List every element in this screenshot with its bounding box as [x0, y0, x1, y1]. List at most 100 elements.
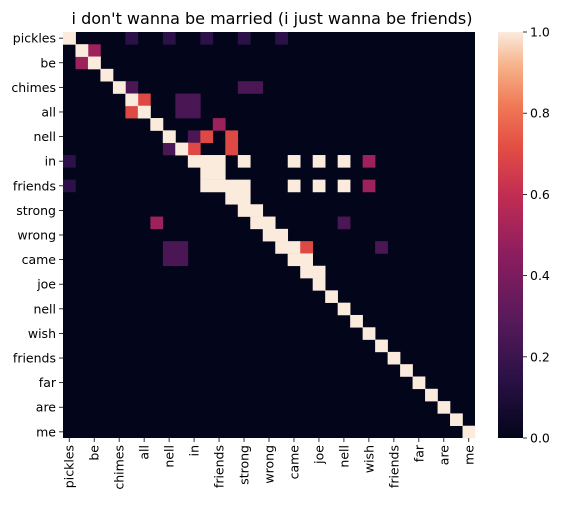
- x-tick-label: joe: [311, 445, 326, 465]
- colorbar: 0.0 0.2 0.4 0.6 0.8 1.0: [498, 25, 550, 446]
- heatmap-cell: [312, 155, 326, 168]
- heatmap-cell: [275, 32, 289, 45]
- heatmap-cell: [200, 32, 214, 45]
- heatmap-cell: [125, 32, 139, 45]
- x-tick-label: pickles: [62, 445, 77, 488]
- y-tick-label: nell: [33, 129, 56, 144]
- heatmap-cell: [250, 216, 264, 230]
- colorbar-tick-label: 1.0: [530, 25, 550, 40]
- heatmap-cell: [300, 241, 313, 254]
- heatmap-cell: [237, 81, 251, 94]
- x-tick-label: chimes: [112, 445, 127, 490]
- heatmap-cell: [200, 155, 214, 168]
- heatmap-cell: [87, 44, 101, 57]
- heatmap-cell: [125, 93, 139, 107]
- heatmap-cell: [212, 155, 226, 168]
- heatmap-cell: [362, 327, 376, 340]
- colorbar-tick-label: 0.8: [530, 106, 550, 121]
- colorbar-tick-label: 0.6: [530, 187, 550, 202]
- heatmap-cell: [237, 155, 251, 168]
- heatmap-cell: [300, 265, 313, 279]
- heatmap-cell: [137, 105, 151, 119]
- y-tick-label: nell: [33, 301, 56, 316]
- x-tick-label: wrong: [262, 445, 277, 484]
- y-tick-label: in: [45, 154, 56, 169]
- heatmap-cell: [125, 81, 139, 94]
- heatmap-cell: [287, 253, 301, 267]
- x-tick-label: nell: [162, 445, 177, 468]
- x-tick-label: strong: [237, 445, 252, 485]
- y-tick-label: friends: [13, 351, 56, 366]
- heatmap-cell: [162, 142, 176, 156]
- heatmap-cell: [212, 179, 226, 193]
- heatmap-cell: [225, 191, 239, 205]
- heatmap-cell: [237, 179, 251, 193]
- heatmap-cell: [237, 191, 251, 205]
- heatmap-cell: [63, 32, 76, 45]
- heatmap-cell: [312, 179, 326, 193]
- heatmap-cell: [325, 290, 338, 303]
- heatmap-cell: [112, 81, 126, 94]
- heatmap-cell: [162, 130, 176, 144]
- x-tick-label: all: [137, 445, 152, 460]
- heatmap-cell: [100, 68, 114, 82]
- heatmap-cell: [250, 204, 264, 217]
- x-tick-label: wish: [361, 445, 376, 473]
- heatmap-cell: [200, 167, 214, 180]
- heatmap-cell: [287, 179, 301, 193]
- heatmap-cell: [175, 253, 189, 267]
- heatmap-cell: [412, 376, 426, 390]
- heatmap-cell: [212, 167, 226, 180]
- heatmap-cell: [150, 216, 164, 230]
- heatmap-cell: [187, 155, 201, 168]
- heatmap-cell: [362, 155, 376, 168]
- heatmap-cell: [337, 302, 351, 316]
- heatmap-cell: [187, 105, 201, 119]
- heatmap-cell: [387, 351, 401, 365]
- y-tick-label: are: [36, 400, 57, 415]
- x-tick-label: be: [87, 445, 102, 461]
- y-tick-labels: pickles be chimes all nell in friends strong wro…: [11, 31, 63, 439]
- heatmap-cell: [300, 253, 313, 267]
- x-tick-label: are: [436, 445, 451, 466]
- x-tick-label: me: [461, 445, 476, 465]
- heatmap-cell: [162, 32, 176, 45]
- heatmap-cell: [275, 241, 289, 254]
- heatmap-cell: [162, 241, 176, 254]
- heatmap-cell: [175, 142, 189, 156]
- heatmap-cell: [137, 93, 151, 107]
- heatmap-cell: [175, 105, 189, 119]
- y-tick-label: friends: [13, 178, 56, 193]
- heatmap-cell: [175, 93, 189, 107]
- y-tick-label: came: [22, 252, 57, 267]
- heatmap-cell: [200, 179, 214, 193]
- heatmap-cell: [375, 339, 388, 353]
- y-tick-label: strong: [16, 203, 56, 218]
- heatmap-cell: [225, 142, 239, 156]
- heatmap-cell: [262, 228, 276, 242]
- heatmap-cell: [450, 413, 463, 426]
- heatmap-cell: [187, 93, 201, 107]
- colorbar-tick-label: 0.0: [530, 431, 550, 446]
- y-tick-label: be: [40, 55, 56, 70]
- heatmap-cell: [63, 155, 76, 168]
- heatmap-cell: [337, 216, 351, 230]
- heatmap-cell: [237, 32, 251, 45]
- x-tick-label: friends: [212, 445, 227, 488]
- heatmap-cell: [187, 142, 201, 156]
- y-tick-label: all: [41, 104, 56, 119]
- y-tick-label: chimes: [11, 80, 56, 95]
- y-tick-label: pickles: [13, 31, 56, 46]
- heatmap-cell: [337, 155, 351, 168]
- colorbar-ticks: 0.0 0.2 0.4 0.6 0.8 1.0: [523, 25, 550, 446]
- heatmap-cell: [225, 130, 239, 144]
- y-tick-label: wish: [28, 326, 56, 341]
- heatmap-cell: [75, 56, 89, 70]
- heatmap-cell: [375, 241, 388, 254]
- x-tick-label: far: [411, 444, 426, 462]
- heatmap-cell: [150, 118, 164, 131]
- heatmap-cells: [63, 32, 513, 439]
- heatmap-cell: [350, 314, 363, 328]
- heatmap-cell: [425, 388, 438, 402]
- heatmap-cell: [187, 130, 201, 144]
